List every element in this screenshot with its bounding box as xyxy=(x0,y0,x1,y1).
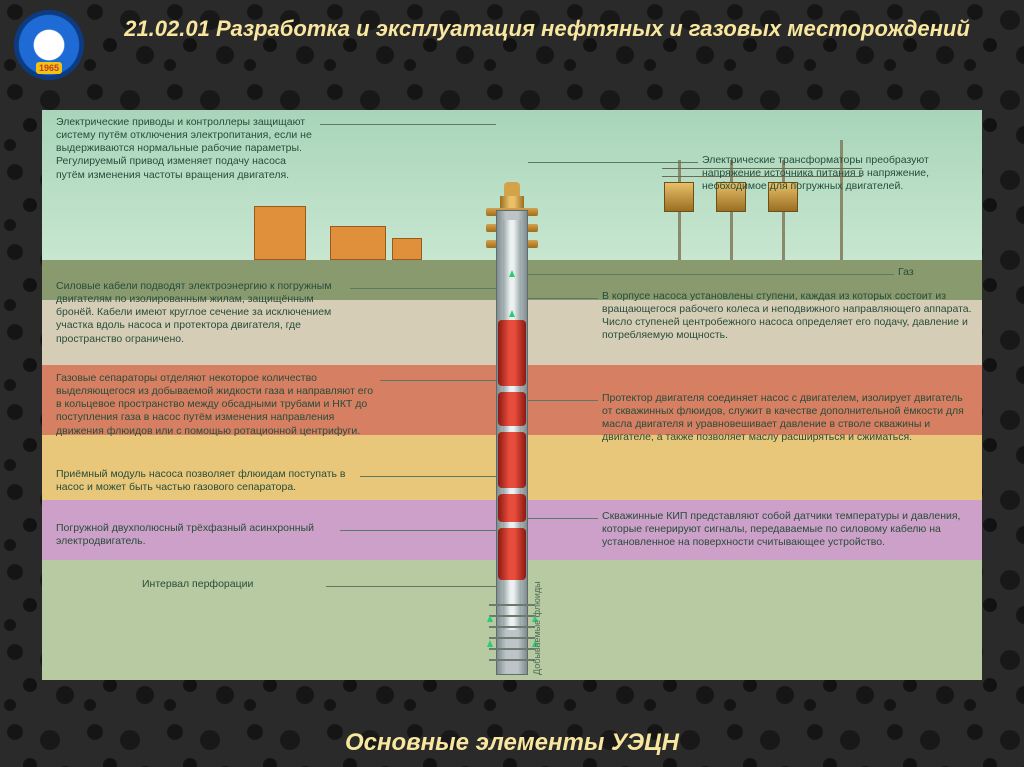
callout-motor: Погружной двухполюсный трёхфазный асинхр… xyxy=(56,522,336,548)
leader-line xyxy=(340,530,496,531)
perforation xyxy=(489,615,535,617)
callout-cables: Силовые кабели подводят электроэнергию к… xyxy=(56,280,346,346)
flow-arrow-icon xyxy=(509,310,515,317)
flow-arrow-icon xyxy=(509,270,515,277)
control-cabinet-0 xyxy=(254,206,306,260)
perforation xyxy=(489,626,535,628)
callout-protector: Протектор двигателя соединяет насос с дв… xyxy=(602,392,972,445)
pump-section-4 xyxy=(498,528,526,580)
pump-section-0 xyxy=(498,320,526,386)
leader-line xyxy=(380,380,496,381)
control-cabinet-1 xyxy=(330,226,386,260)
esp-diagram: Добываемые флюиды Электрические приводы … xyxy=(42,110,982,680)
leader-line xyxy=(360,476,496,477)
callout-intake: Приёмный модуль насоса позволяет флюидам… xyxy=(56,468,356,494)
leader-line xyxy=(528,274,894,275)
leader-line xyxy=(350,288,496,289)
callout-pump_stages: В корпусе насоса установлены ступени, ка… xyxy=(602,290,972,343)
perforation xyxy=(489,648,535,650)
fluid-label: Добываемые флюиды xyxy=(532,581,542,675)
figure-caption: Основные элементы УЭЦН xyxy=(0,729,1024,757)
leader-line xyxy=(320,124,496,125)
control-cabinet-2 xyxy=(392,238,422,260)
perforation xyxy=(489,604,535,606)
leader-line xyxy=(326,586,496,587)
callout-perf: Интервал перфорации xyxy=(142,578,322,591)
institute-logo xyxy=(14,10,84,80)
perforation xyxy=(489,659,535,661)
callout-controllers: Электрические приводы и контроллеры защи… xyxy=(56,116,316,182)
leader-line xyxy=(528,400,598,401)
callout-kip: Скважинные КИП представляют собой датчик… xyxy=(602,510,972,549)
callout-transformers: Электрические трансформаторы преобразуют… xyxy=(702,154,972,193)
transformer-0 xyxy=(664,182,694,212)
pump-section-2 xyxy=(498,432,526,488)
page-title: 21.02.01 Разработка и эксплуатация нефтя… xyxy=(84,10,1010,42)
flow-arrow-icon xyxy=(487,615,493,622)
callout-gas_sep: Газовые сепараторы отделяют некоторое ко… xyxy=(56,372,376,438)
perforation xyxy=(489,637,535,639)
pump-section-3 xyxy=(498,494,526,522)
pump-section-1 xyxy=(498,392,526,426)
flow-arrow-icon xyxy=(487,640,493,647)
leader-line xyxy=(528,518,598,519)
callout-gas: Газ xyxy=(898,266,958,279)
leader-line xyxy=(528,298,598,299)
leader-line xyxy=(528,162,698,163)
